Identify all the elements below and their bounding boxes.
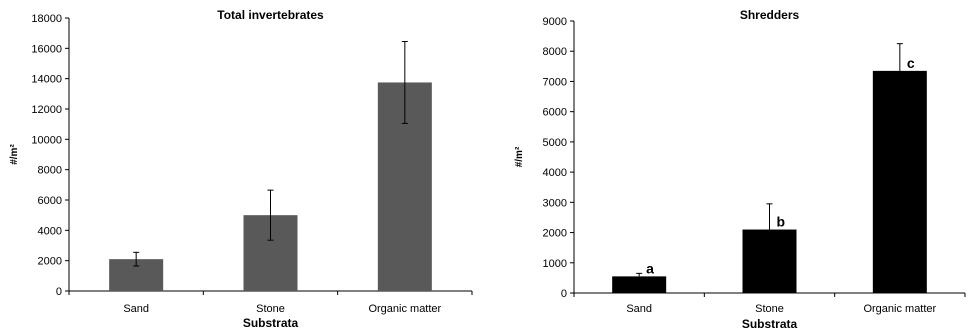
y-tick-label: 0 [56,286,62,298]
category-label: Sand [123,303,149,315]
significance-letter: a [646,260,654,276]
chart-title: Total invertebrates [217,8,324,22]
significance-letter: c [907,55,915,71]
y-axis-label: #/m² [9,144,20,165]
x-axis-label: Substrata [742,317,798,331]
category-label: Sand [626,303,652,315]
y-tick-label: 8000 [543,46,567,58]
y-tick-label: 4000 [38,225,62,237]
significance-letter: b [777,214,786,230]
bar-stone [742,229,797,293]
bar-sand [612,276,667,293]
category-label: Stone [256,303,285,315]
y-tick-label: 8000 [38,165,62,177]
shredders-chart: Shredders 0 1000 2000 3000 4000 5000 6000 7000 80… [514,8,966,331]
y-tick-label: 2000 [38,256,62,268]
category-label: Organic matter [368,303,441,315]
chart-title: Shredders [740,8,800,22]
y-tick-label: 9000 [543,16,567,28]
y-tick-label: 16000 [31,43,62,55]
y-tick-label: 2000 [543,228,567,240]
category-label: Stone [755,303,784,315]
y-axis-label: #/m² [514,146,525,167]
y-tick-label: 7000 [543,76,567,88]
y-tick-label: 18000 [31,13,62,25]
y-tick-label: 3000 [543,197,567,209]
y-tick-label: 12000 [31,104,62,116]
total-invertebrates-chart: Total invertebrates 0 2000 4000 6000 8000 1000… [9,8,473,330]
y-tick-label: 6000 [543,107,567,119]
y-tick-label: 4000 [543,167,567,179]
y-tick-label: 6000 [38,195,62,207]
y-tick-label: 0 [561,288,567,300]
y-tick-label: 1000 [543,258,567,270]
y-tick-label: 14000 [31,74,62,86]
y-tick-label: 10000 [31,134,62,146]
bar-organic-matter [872,70,927,293]
category-label: Organic matter [863,303,936,315]
y-tick-label: 5000 [543,137,567,149]
x-axis-label: Substrata [243,316,299,330]
